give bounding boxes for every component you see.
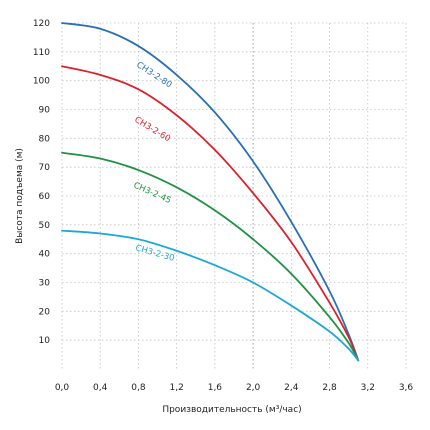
- series-line: [61, 22, 360, 362]
- x-tick-label: 1,6: [208, 383, 223, 393]
- y-tick-label: 40: [39, 250, 51, 260]
- x-tick-label: 2,4: [284, 383, 299, 393]
- x-tick-label: 3,6: [399, 383, 414, 393]
- y-tick-label: 50: [39, 221, 51, 231]
- x-tick-label: 1,2: [170, 383, 184, 393]
- series-label: СН3-2-45: [132, 181, 173, 206]
- x-tick-label: 2,8: [322, 383, 337, 393]
- x-tick-label: 0,0: [55, 383, 70, 393]
- series-lines: [61, 22, 360, 362]
- y-tick-label: 30: [39, 279, 51, 289]
- x-tick-label: 0,4: [93, 383, 108, 393]
- x-axis-label: Производительность (м³/час): [162, 405, 301, 415]
- y-tick-label: 90: [39, 106, 51, 116]
- y-tick-label: 100: [33, 77, 50, 87]
- series-line: [61, 65, 360, 362]
- y-tick-label: 80: [39, 134, 51, 144]
- series-label: СН3-2-30: [134, 243, 175, 264]
- grid: [61, 22, 407, 369]
- series-line: [61, 151, 360, 362]
- y-tick-label: 120: [33, 19, 50, 29]
- y-tick-label: 20: [39, 307, 51, 317]
- y-axis-label: Высота подъема (м): [15, 148, 25, 244]
- x-tick-label: 0,8: [131, 383, 146, 393]
- series-line: [61, 229, 360, 362]
- series-label: СН3-2-80: [134, 60, 173, 90]
- x-tick-label: 2,0: [246, 383, 261, 393]
- y-tick-label: 110: [33, 48, 50, 58]
- x-tick-label: 3,2: [361, 383, 375, 393]
- y-tick-label: 70: [39, 163, 51, 173]
- y-tick-label: 10: [39, 336, 51, 346]
- y-tick-label: 60: [39, 192, 51, 202]
- tick-labels: 0,0 0,4 0,8 1,2 1,6 2,0 2,4 2,8 3,2 3,6 10 20 30 40 50…: [33, 19, 414, 393]
